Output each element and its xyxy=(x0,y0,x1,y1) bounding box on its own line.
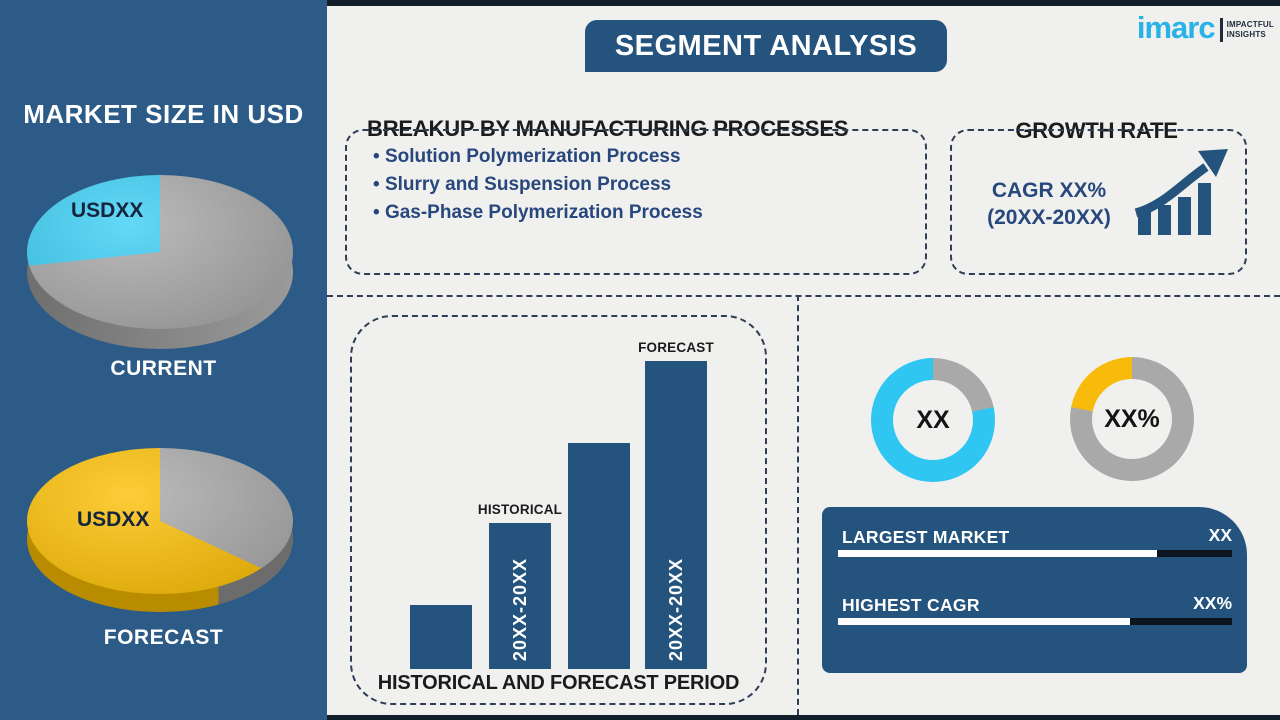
list-item: Gas-Phase Polymerization Process xyxy=(373,199,925,227)
list-item: Solution Polymerization Process xyxy=(373,143,925,171)
historical-label: HISTORICAL xyxy=(477,502,563,517)
list-item: Slurry and Suspension Process xyxy=(373,171,925,199)
bar-chart-caption: HISTORICAL AND FORECAST PERIOD xyxy=(377,672,740,694)
market-size-sidebar: MARKET SIZE IN USD USDXX CURRENT USDXX F… xyxy=(0,0,327,720)
pie-top-face xyxy=(27,175,293,329)
bar: 20XX-20XX xyxy=(645,361,707,669)
breakup-panel: Solution Polymerization Process Slurry a… xyxy=(345,129,927,275)
imarc-logo-wordmark: imarc xyxy=(1136,10,1216,45)
forecast-pie-value-label: USDXX xyxy=(77,508,150,531)
donut-value-label: XX xyxy=(916,405,950,434)
market-size-title: MARKET SIZE IN USD xyxy=(23,99,304,129)
bar-group: FORECAST 20XX-20XX xyxy=(638,340,714,669)
progress-track xyxy=(838,550,1232,557)
growth-rate-panel: CAGR XX% (20XX-20XX) xyxy=(950,129,1247,275)
forecast-label: FORECAST xyxy=(638,340,714,355)
bar-group: HISTORICAL 20XX-20XX xyxy=(478,502,562,669)
historical-range-label: 20XX-20XX xyxy=(509,557,530,661)
progress-track xyxy=(838,618,1232,625)
donut-value-label: XX% xyxy=(1104,404,1160,433)
breakup-heading: BREAKUP BY MANUFACTURING PROCESSES xyxy=(367,116,849,141)
donut-hole xyxy=(893,380,973,460)
bar-group xyxy=(410,605,472,669)
imarc-logo: imarc IMPACTFUL INSIGHTS xyxy=(1137,12,1274,43)
current-pie-caption: CURRENT xyxy=(110,357,217,380)
donut-hole xyxy=(1092,379,1172,459)
bar xyxy=(568,443,630,669)
progress-fill xyxy=(838,550,1158,557)
market-summary-panel: LARGEST MARKET XX HIGHEST CAGR XX% xyxy=(822,507,1247,673)
current-market-pie-chart: USDXX xyxy=(27,175,293,350)
page-title: SEGMENT ANALYSIS xyxy=(585,20,947,72)
largest-market-value: XX xyxy=(1208,525,1232,545)
highest-cagr-value: XX% xyxy=(1193,593,1232,613)
progress-fill xyxy=(838,618,1130,625)
forecast-range-label: 20XX-20XX xyxy=(665,557,686,661)
historical-forecast-bar-chart: HISTORICAL 20XX-20XX FORECAST 20XX-20XX … xyxy=(350,315,767,705)
largest-market-donut-chart: XX xyxy=(871,358,995,482)
largest-market-label: LARGEST MARKET xyxy=(842,527,1010,547)
vertical-dashed-divider xyxy=(797,295,799,715)
logo-divider xyxy=(1219,17,1223,42)
pie-top-face xyxy=(27,448,293,594)
bar: 20XX-20XX xyxy=(489,523,551,669)
forecast-market-pie-chart: USDXX xyxy=(27,448,293,623)
logo-tagline: IMPACTFUL INSIGHTS xyxy=(1226,19,1274,39)
top-accent-strip xyxy=(327,0,1280,6)
horizontal-dashed-divider xyxy=(327,295,1280,297)
bar-group xyxy=(568,443,630,669)
highest-cagr-label: HIGHEST CAGR xyxy=(842,595,980,615)
manufacturing-process-list: Solution Polymerization Process Slurry a… xyxy=(373,143,925,227)
bar xyxy=(410,605,472,669)
current-pie-value-label: USDXX xyxy=(71,199,144,222)
highest-cagr-donut-chart: XX% xyxy=(1070,357,1194,481)
bottom-accent-strip xyxy=(327,715,1280,720)
growth-chart-arrow-icon xyxy=(1134,149,1228,235)
forecast-pie-caption: FORECAST xyxy=(103,626,224,649)
cagr-value: CAGR XX% (20XX-20XX) xyxy=(987,179,1111,229)
